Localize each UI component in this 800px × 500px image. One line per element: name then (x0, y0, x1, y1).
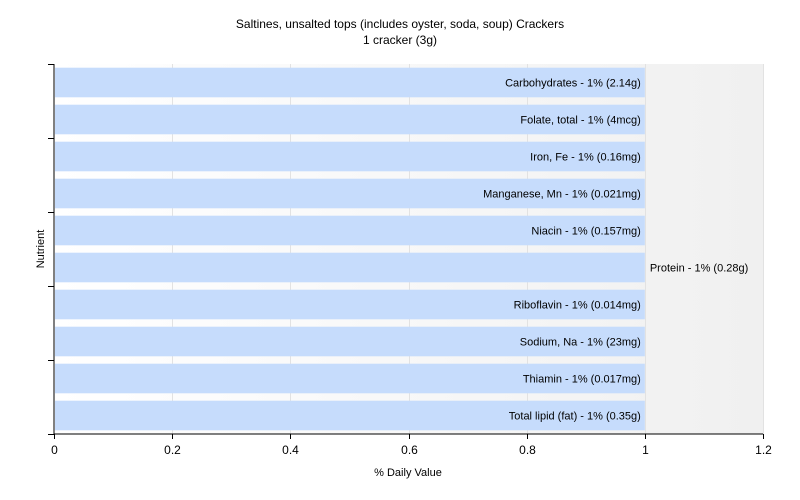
bar-label: Thiamin - 1% (0.017mg) (523, 374, 641, 386)
x-tick-label: 1 (642, 443, 649, 457)
chart-title: Saltines, unsalted tops (includes oyster… (235, 17, 565, 31)
bar (55, 215, 645, 246)
bar (55, 67, 645, 98)
x-axis-title: % Daily Value (374, 467, 442, 479)
bar-label: Manganese, Mn - 1% (0.021mg) (483, 189, 641, 201)
x-tick-label: 0.4 (282, 443, 299, 457)
bars (55, 67, 645, 431)
bar-label: Folate, total - 1% (4mcg) (520, 115, 640, 127)
bar-label: Niacin - 1% (0.157mg) (531, 226, 640, 238)
bar-labels: Carbohydrates - 1% (2.14g) Folate, total … (483, 78, 748, 423)
x-ticks: 0 0.2 0.4 0.6 0.8 1 1.2 (51, 434, 772, 457)
bar (55, 400, 645, 431)
bar-label: Total lipid (fat) - 1% (0.35g) (509, 411, 641, 423)
bar-label: Protein - 1% (0.28g) (650, 263, 748, 275)
bar (55, 178, 645, 209)
x-tick-label: 1.2 (755, 443, 772, 457)
bar (55, 363, 645, 394)
chart-subtitle: 1 cracker (3g) (362, 33, 438, 47)
bar-label: Sodium, Na - 1% (23mg) (520, 337, 641, 349)
bar (55, 252, 645, 283)
bar-label: Riboflavin - 1% (0.014mg) (514, 300, 641, 312)
x-tick-label: 0.2 (164, 443, 181, 457)
bar-label: Iron, Fe - 1% (0.16mg) (530, 152, 641, 164)
bar (55, 141, 645, 172)
bar (55, 104, 645, 135)
x-tick-label: 0.6 (401, 443, 418, 457)
bar-label: Carbohydrates - 1% (2.14g) (505, 78, 641, 90)
x-tick-label: 0 (51, 443, 58, 457)
x-tick-label: 0.8 (519, 443, 536, 457)
bar (55, 326, 645, 357)
chart-title-block: Saltines, unsalted tops (includes oyster… (0, 16, 800, 48)
bar (55, 289, 645, 320)
y-axis-title: Nutrient (35, 230, 47, 269)
y-ticks (48, 64, 54, 435)
